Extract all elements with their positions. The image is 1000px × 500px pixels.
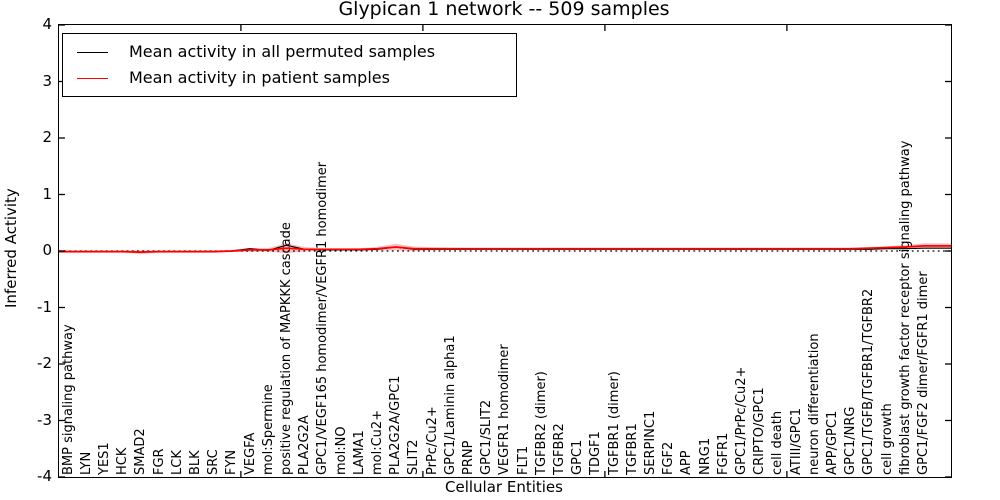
y-tick-label: 3: [42, 71, 52, 90]
y-tick-label: 2: [42, 128, 52, 146]
y-tick-label: 1: [42, 184, 52, 203]
red-line-swatch: [77, 77, 108, 79]
legend-entry-patient: Mean activity in patient samples: [77, 68, 516, 88]
x-axis-label: Cellular Entities: [445, 478, 563, 496]
black-line-swatch: [77, 51, 108, 53]
patient-mean-line: [59, 245, 951, 253]
legend-label: Mean activity in all permuted samples: [129, 42, 436, 61]
plot-area: BMP signaling pathway LYN YES1 HCK SMAD2 FGR L…: [58, 24, 952, 478]
legend-entry-permuted: Mean activity in all permuted samples: [77, 42, 516, 62]
y-tick-labels: 4 3 2 1 0 -1 -2 -3 -4: [0, 0, 54, 500]
y-tick-label: -1: [37, 297, 52, 316]
y-tick-label: 4: [42, 15, 52, 33]
legend-label: Mean activity in patient samples: [129, 68, 390, 87]
legend: Mean activity in all permuted samples Me…: [62, 33, 517, 97]
y-tick-label: -4: [37, 467, 52, 485]
y-tick-label: -2: [37, 354, 52, 372]
chart-title: Glypican 1 network -- 509 samples: [338, 0, 670, 20]
y-tick-label: 0: [42, 241, 52, 259]
chart-canvas: [59, 25, 951, 477]
y-tick-label: -3: [37, 410, 52, 429]
